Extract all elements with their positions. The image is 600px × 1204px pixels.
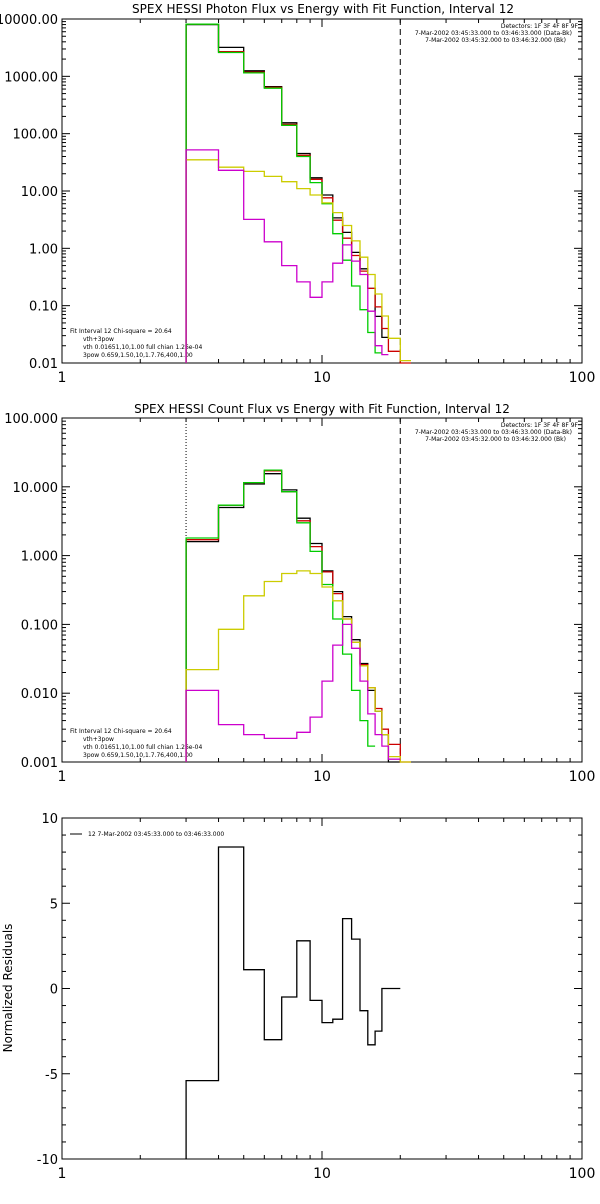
x-tick-label: 100 [569,1166,596,1182]
count-flux-y-ticks: 0.001 0.010 0.100 1.000 10.000 100.000 [4,412,582,771]
data-bk-interval-label: 7-Mar-2002 03:45:33.000 to 03:46:33.000 … [415,429,572,436]
detectors-label: Detectors: 1F 3F 4F 8F 9F [501,23,579,30]
count-flux-title: SPEX HESSI Count Flux vs Energy with Fit… [134,402,510,416]
photon-flux-info-top: Detectors: 1F 3F 4F 8F 9F 7-Mar-2002 03:… [415,23,579,44]
x-tick-label: 1 [58,370,67,386]
data-bk-interval-label: 7-Mar-2002 03:45:33.000 to 03:46:33.000 … [415,30,572,37]
photon-flux-y-ticks: 0.01 0.10 1.00 10.00 100.00 1000.00 10000.00 [0,13,582,372]
3pow-params-label: 3pow 0.659,1.50,10,1.7.76,400,1.00 [83,352,193,359]
series-3pow-line [185,570,411,763]
residuals-y-axis-label: Normalized Residuals [1,924,15,1053]
fit-model-label: vth+3pow [83,736,114,743]
y-tick-label: 0.10 [29,300,58,315]
y-tick-label: 100.00 [13,128,59,143]
series-vth-line [185,469,376,762]
y-tick-label: 10.00 [21,185,58,200]
x-tick-label: 1 [58,769,67,785]
residuals-series [185,846,401,1159]
y-tick-label: -5 [45,1068,58,1083]
bk-interval-label: 7-Mar-2002 03:45:32.000 to 03:46:32.000 … [425,37,566,44]
y-tick-label: 10.000 [13,481,59,496]
bk-interval-label: 7-Mar-2002 03:45:32.000 to 03:46:32.000 … [425,436,566,443]
residuals-x-ticks: 1 10 100 [58,818,596,1182]
photon-flux-title: SPEX HESSI Photon Flux vs Energy with Fi… [132,2,514,16]
vth-params-label: vth 0.01651,10,1.00 full chian 1.26e-04 [83,744,202,751]
series-vth+3pow-line [185,23,411,364]
y-tick-label: 0.010 [21,687,58,702]
series-data-bk-line [185,23,389,363]
photon-flux-series [185,23,411,364]
residuals-panel: 12 7-Mar-2002 03:45:33.000 to 03:46:33.0… [1,812,595,1182]
y-tick-label: 1.000 [21,550,58,565]
count-flux-panel: SPEX HESSI Count Flux vs Energy with Fit… [4,402,595,785]
series-residuals-line [185,846,401,1159]
residuals-plot-frame [61,817,583,1160]
detectors-label: Detectors: 1F 3F 4F 8F 9F [501,422,579,429]
photon-flux-fit-info: Fit Interval 12 Chi-square = 20.64 vth+3… [70,328,202,359]
y-tick-label: 0.100 [21,618,58,633]
count-flux-series [185,469,411,763]
x-tick-label: 10 [313,769,331,785]
y-tick-label: 1.00 [29,242,58,257]
y-tick-label: 10 [41,812,58,827]
series-bk-line [185,623,401,762]
x-tick-label: 100 [569,370,596,386]
3pow-params-label: 3pow 0.659,1.50,10,1.7.76,400,1.00 [83,752,193,759]
y-tick-label: 100.000 [4,412,58,427]
fit-interval-label: Fit Interval 12 Chi-square = 20.64 [70,728,172,735]
x-tick-label: 1 [58,1166,67,1182]
series-bk-line [185,149,389,363]
y-tick-label: 5 [50,897,58,912]
count-flux-info-top: Detectors: 1F 3F 4F 8F 9F 7-Mar-2002 03:… [415,422,579,443]
x-tick-label: 10 [313,370,331,386]
count-flux-x-ticks: 1 10 100 [58,418,596,785]
y-tick-label: 10000.00 [0,13,58,28]
series-3pow-line [185,159,411,363]
x-tick-label: 100 [569,769,596,785]
y-tick-label: 1000.00 [4,70,58,85]
fit-model-label: vth+3pow [83,336,114,343]
count-flux-fit-info: Fit Interval 12 Chi-square = 20.64 vth+3… [70,728,202,759]
x-tick-label: 10 [313,1166,331,1182]
y-tick-label: 0 [50,983,58,998]
series-vth+3pow-line [185,470,411,763]
photon-flux-panel: SPEX HESSI Photon Flux vs Energy with Fi… [0,2,595,386]
y-tick-label: 0.01 [29,357,58,372]
residuals-legend: 12 7-Mar-2002 03:45:33.000 to 03:46:33.0… [88,831,224,838]
series-vth-line [185,23,382,363]
vth-params-label: vth 0.01651,10,1.00 full chian 1.26e-04 [83,344,202,351]
y-tick-label: 0.001 [21,756,58,771]
residuals-y-ticks: -10 -5 0 5 10 [37,812,582,1168]
y-tick-label: -10 [37,1153,58,1168]
fit-interval-label: Fit Interval 12 Chi-square = 20.64 [70,328,172,335]
